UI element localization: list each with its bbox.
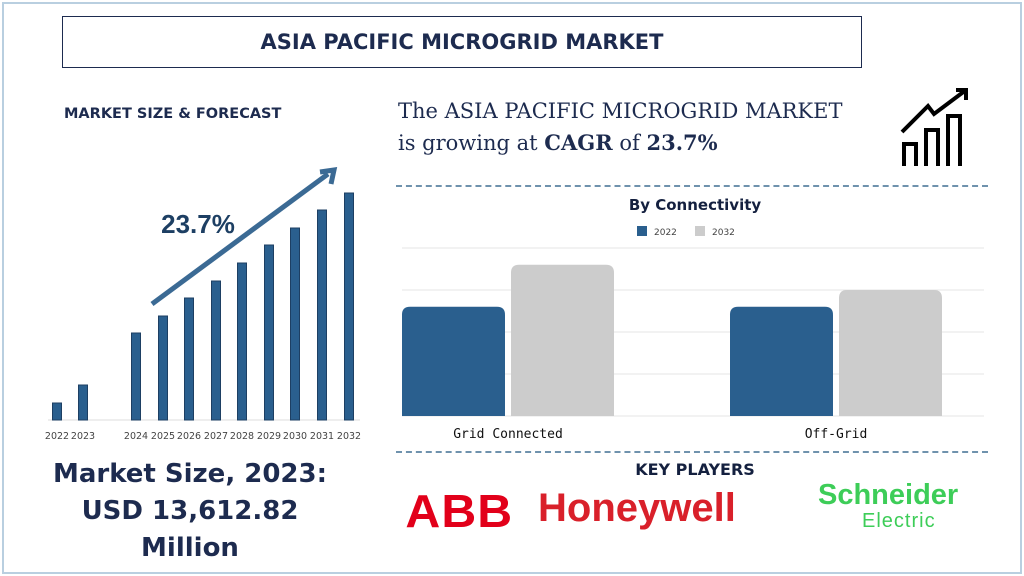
connectivity-bar-chart: 2022 2032 Grid Connected Off-Grid	[402, 226, 984, 442]
bar-grid-connected-2022	[402, 306, 505, 416]
bar-2026	[184, 297, 194, 421]
arrow-head-icon	[319, 167, 338, 185]
market-size-line-2: USD 13,612.82	[81, 496, 299, 526]
growth-chart-icon	[900, 88, 968, 166]
legend-swatch-2032	[695, 226, 705, 236]
x-tick-label: 2032	[337, 431, 361, 442]
headline-line-1: The ASIA PACIFIC MICROGRID MARKET	[398, 99, 843, 123]
bar-2030	[290, 227, 300, 421]
market-size-text: Market Size, 2023: USD 13,612.82 Million	[20, 456, 360, 567]
bar-2032	[344, 192, 354, 421]
connectivity-chart-title: By Connectivity	[628, 196, 762, 214]
x-tick-label: 2030	[283, 431, 307, 442]
bar-off-grid-2032	[839, 290, 942, 416]
bar-2027	[211, 280, 221, 421]
x-tick-label: 2026	[177, 431, 201, 442]
x-tick-label: 2028	[230, 431, 254, 442]
bar-2023	[78, 384, 88, 421]
bar-off-grid-2022	[730, 306, 833, 416]
legend-label: 2032	[712, 228, 735, 238]
bar-grid-connected-2032	[511, 264, 614, 416]
honeywell-logo: Honeywell	[538, 486, 736, 530]
x-tick-label: 2024	[124, 431, 148, 442]
x-tick-label: 2022	[45, 431, 69, 442]
category-label: Grid Connected	[453, 427, 563, 442]
schneider-electric-logo: Schneider Electric	[818, 480, 958, 532]
bar-2022	[52, 402, 62, 421]
trend-arrow	[150, 171, 330, 307]
headline-of: of	[619, 131, 640, 155]
electric-logo-text: Electric	[862, 510, 936, 532]
market-size-line-3: Million	[141, 533, 239, 563]
headline-cagr-value: 23.7%	[646, 130, 718, 155]
market-size-forecast-label: MARKET SIZE & FORECAST	[64, 106, 282, 122]
legend-label: 2022	[654, 228, 677, 238]
x-tick-label: 2023	[71, 431, 95, 442]
category-label: Off-Grid	[805, 427, 868, 442]
forecast-bar-chart: 2022 2023 2024 2025 2026 2027 2028 2029 2030 2031…	[45, 167, 361, 442]
divider	[396, 185, 988, 187]
bar-2031	[317, 209, 327, 421]
x-tick-label: 2025	[151, 431, 175, 442]
cagr-annotation: 23.7%	[161, 209, 235, 239]
legend-swatch-2022	[637, 226, 647, 236]
x-tick-label: 2027	[204, 431, 228, 442]
schneider-logo-text: Schneider	[818, 479, 959, 511]
bar-2025	[158, 315, 168, 421]
headline-growing: is growing at	[398, 131, 538, 155]
bar-2029	[264, 244, 274, 421]
x-tick-label: 2031	[310, 431, 334, 442]
page-title: ASIA PACIFIC MICROGRID MARKET	[62, 16, 862, 68]
divider	[396, 451, 988, 453]
bar-2028	[237, 262, 247, 421]
key-players-label: KEY PLAYERS	[635, 460, 755, 479]
headline-cagr: CAGR	[544, 130, 613, 155]
abb-logo: ABB	[405, 485, 514, 537]
cagr-headline: The ASIA PACIFIC MICROGRID MARKET is gro…	[398, 96, 842, 159]
x-tick-label: 2029	[257, 431, 281, 442]
market-size-line-1: Market Size, 2023:	[52, 459, 328, 489]
bar-2024	[131, 332, 141, 421]
